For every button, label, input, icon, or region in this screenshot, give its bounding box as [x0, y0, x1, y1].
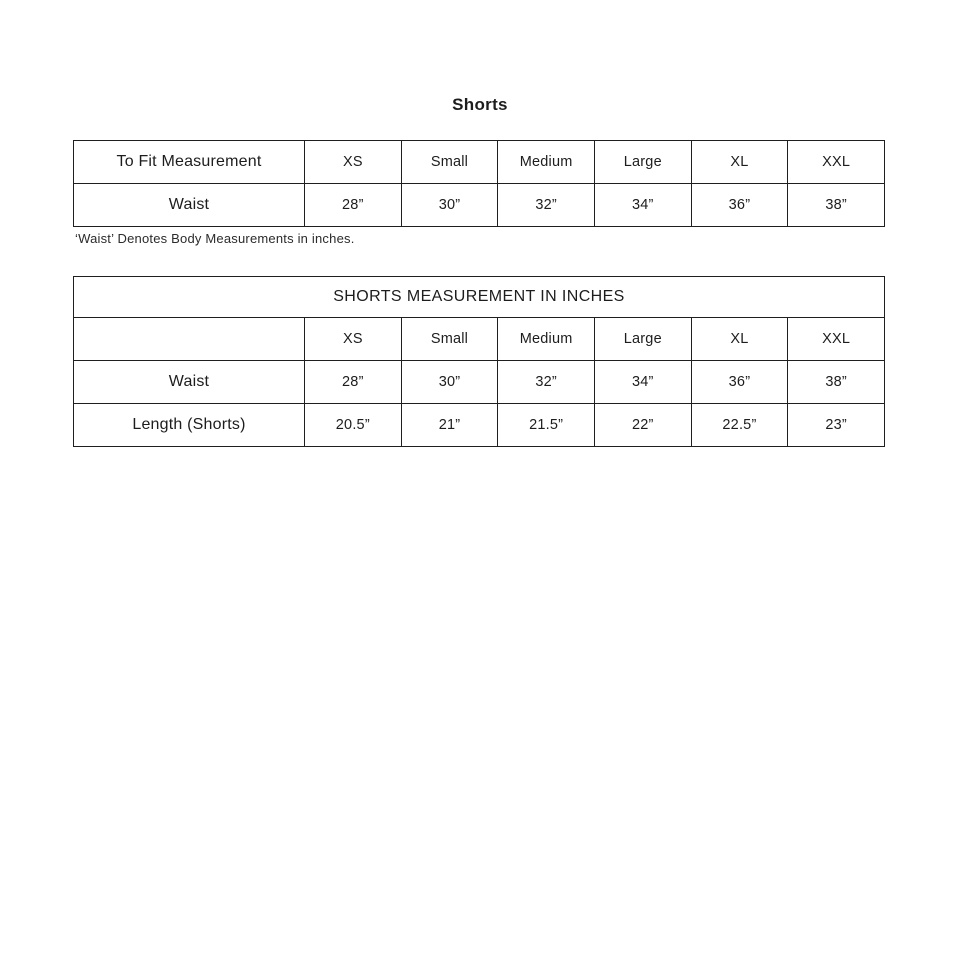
value-cell: 22” [593, 403, 692, 447]
value-cell: 38” [787, 183, 885, 227]
size-header-cell: XXL [787, 317, 885, 361]
value-cell: 30” [400, 183, 499, 227]
value-cell: 22.5” [690, 403, 789, 447]
value-cell: 34” [593, 360, 692, 404]
size-header-cell: Small [400, 140, 499, 184]
size-header-cell: XL [690, 317, 789, 361]
value-cell: 28” [304, 183, 402, 227]
waist-footnote: ‘Waist’ Denotes Body Measurements in inc… [75, 231, 355, 246]
table-row: Waist 28” 30” 32” 34” 36” 38” [73, 183, 885, 227]
measurement-table-title: SHORTS MEASUREMENT IN INCHES [73, 276, 885, 318]
size-header-cell: XS [304, 317, 402, 361]
size-header-cell: Medium [497, 140, 595, 184]
table-row: SHORTS MEASUREMENT IN INCHES [73, 276, 885, 318]
value-cell: 21” [400, 403, 499, 447]
value-cell: 32” [497, 183, 595, 227]
table-row: XS Small Medium Large XL XXL [73, 317, 885, 361]
size-header-cell: XXL [787, 140, 885, 184]
size-header-cell: Large [593, 317, 692, 361]
size-header-cell: XL [690, 140, 789, 184]
value-cell: 20.5” [304, 403, 402, 447]
value-cell: 34” [593, 183, 692, 227]
row-label-waist: Waist [73, 360, 305, 404]
value-cell: 23” [787, 403, 885, 447]
page-title: Shorts [452, 95, 508, 114]
value-cell: 28” [304, 360, 402, 404]
value-cell: 21.5” [497, 403, 595, 447]
size-header-cell: Large [593, 140, 692, 184]
table-row: Waist 28” 30” 32” 34” 36” 38” [73, 360, 885, 404]
value-cell: 30” [400, 360, 499, 404]
size-header-cell: Small [400, 317, 499, 361]
fit-measurement-table: To Fit Measurement XS Small Medium Large… [73, 140, 885, 227]
value-cell: 38” [787, 360, 885, 404]
fit-header-label: To Fit Measurement [73, 140, 305, 184]
row-label-waist: Waist [73, 183, 305, 227]
value-cell: 32” [497, 360, 595, 404]
row-label-length-shorts: Length (Shorts) [73, 403, 305, 447]
value-cell: 36” [690, 183, 789, 227]
size-header-cell: Medium [497, 317, 595, 361]
size-header-cell: XS [304, 140, 402, 184]
table-row: Length (Shorts) 20.5” 21” 21.5” 22” 22.5… [73, 403, 885, 447]
table-row: To Fit Measurement XS Small Medium Large… [73, 140, 885, 184]
empty-corner-cell [73, 317, 305, 361]
shorts-measurement-table: SHORTS MEASUREMENT IN INCHES XS Small Me… [73, 276, 885, 447]
value-cell: 36” [690, 360, 789, 404]
